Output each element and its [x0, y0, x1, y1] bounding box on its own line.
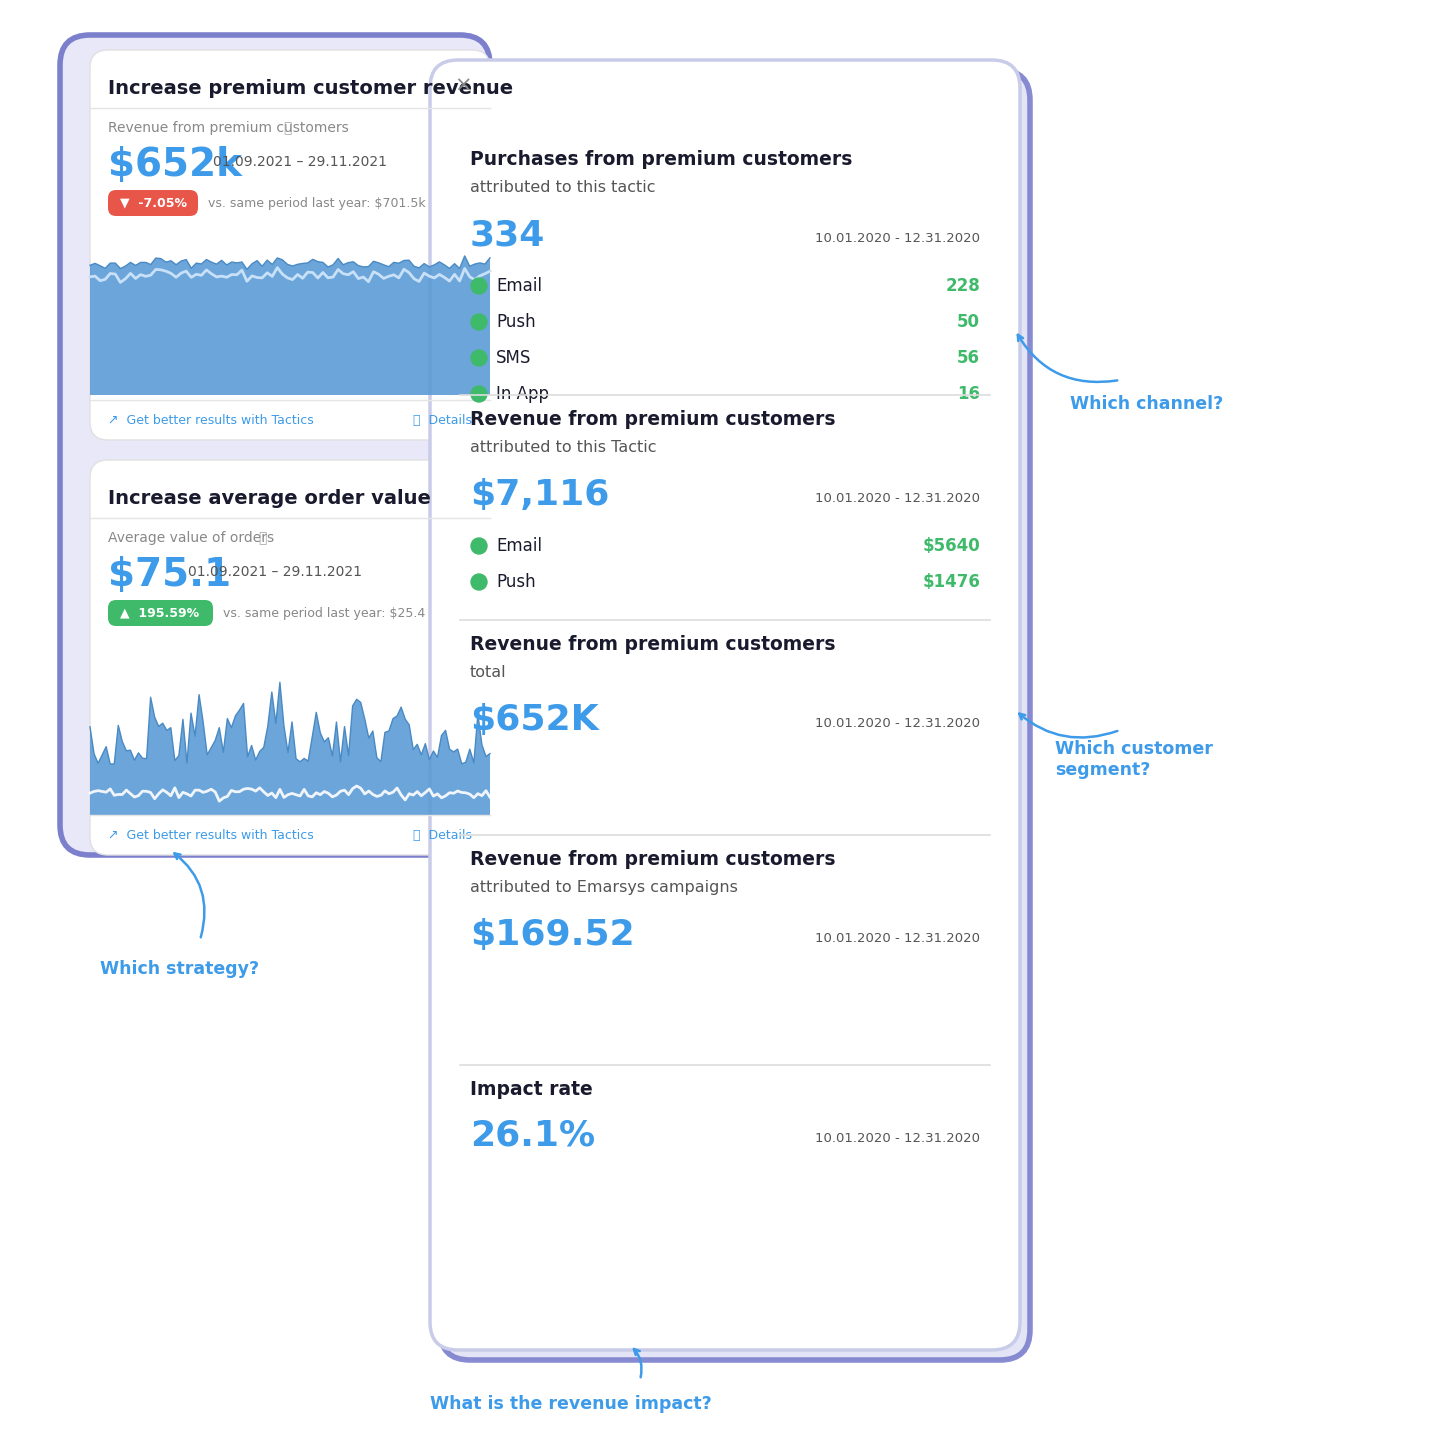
Circle shape	[471, 386, 487, 402]
Text: 16: 16	[958, 384, 981, 403]
FancyBboxPatch shape	[441, 71, 1030, 1359]
Circle shape	[471, 539, 487, 554]
Text: Revenue from premium customers: Revenue from premium customers	[469, 850, 835, 868]
Text: Which channel?: Which channel?	[1070, 395, 1223, 413]
Text: Which customer
segment?: Which customer segment?	[1056, 740, 1212, 779]
Text: $1476: $1476	[922, 573, 981, 590]
Text: Revenue from premium customers: Revenue from premium customers	[108, 121, 348, 135]
Text: What is the revenue impact?: What is the revenue impact?	[431, 1395, 711, 1413]
Circle shape	[471, 278, 487, 294]
Text: ⓘ: ⓘ	[258, 531, 266, 544]
Text: Push: Push	[495, 312, 536, 331]
Text: $652K: $652K	[469, 703, 599, 737]
Circle shape	[471, 575, 487, 590]
Text: 228: 228	[945, 276, 981, 295]
Text: 50: 50	[958, 312, 981, 331]
Text: 📊  Details: 📊 Details	[413, 828, 472, 841]
Text: Email: Email	[495, 537, 541, 554]
Text: Increase premium customer revenue: Increase premium customer revenue	[108, 79, 513, 98]
Text: 01.09.2021 – 29.11.2021: 01.09.2021 – 29.11.2021	[189, 564, 361, 579]
Text: ↗  Get better results with Tactics: ↗ Get better results with Tactics	[108, 828, 314, 841]
Text: 01.09.2021 – 29.11.2021: 01.09.2021 – 29.11.2021	[213, 156, 387, 168]
FancyBboxPatch shape	[89, 50, 490, 441]
Text: 56: 56	[958, 348, 981, 367]
Text: $652k: $652k	[108, 145, 242, 184]
Circle shape	[471, 350, 487, 366]
Text: ↗  Get better results with Tactics: ↗ Get better results with Tactics	[108, 413, 314, 426]
Text: Revenue from premium customers: Revenue from premium customers	[469, 635, 835, 654]
Text: Email: Email	[495, 276, 541, 295]
Text: vs. same period last year: $25.4: vs. same period last year: $25.4	[223, 606, 425, 619]
Text: 10.01.2020 - 12.31.2020: 10.01.2020 - 12.31.2020	[815, 232, 981, 245]
Text: $75.1: $75.1	[108, 556, 232, 595]
Text: Increase average order value: Increase average order value	[108, 488, 431, 507]
Polygon shape	[89, 256, 490, 395]
Text: Purchases from premium customers: Purchases from premium customers	[469, 150, 852, 168]
Text: ▲  195.59%: ▲ 195.59%	[121, 606, 200, 619]
Text: 10.01.2020 - 12.31.2020: 10.01.2020 - 12.31.2020	[815, 717, 981, 730]
Text: Impact rate: Impact rate	[469, 1080, 593, 1099]
Text: total: total	[469, 665, 507, 680]
FancyBboxPatch shape	[431, 60, 1020, 1351]
Text: attributed to this Tactic: attributed to this Tactic	[469, 441, 657, 455]
Text: $169.52: $169.52	[469, 919, 635, 952]
Text: 10.01.2020 - 12.31.2020: 10.01.2020 - 12.31.2020	[815, 492, 981, 505]
Text: $7,116: $7,116	[469, 478, 609, 513]
Text: 334: 334	[469, 217, 546, 252]
Text: Average value of orders: Average value of orders	[108, 531, 274, 544]
Text: SMS: SMS	[495, 348, 531, 367]
Circle shape	[471, 314, 487, 330]
Text: ⓘ: ⓘ	[284, 121, 291, 135]
Text: $5640: $5640	[922, 537, 981, 554]
Text: ▼  -7.05%: ▼ -7.05%	[120, 196, 187, 209]
Text: attributed to Emarsys campaigns: attributed to Emarsys campaigns	[469, 880, 737, 896]
Polygon shape	[89, 683, 490, 815]
Text: 10.01.2020 - 12.31.2020: 10.01.2020 - 12.31.2020	[815, 932, 981, 945]
Text: attributed to this tactic: attributed to this tactic	[469, 180, 655, 194]
Text: vs. same period last year: $701.5k: vs. same period last year: $701.5k	[207, 196, 426, 209]
FancyBboxPatch shape	[108, 600, 213, 626]
Text: Push: Push	[495, 573, 536, 590]
Text: 10.01.2020 - 12.31.2020: 10.01.2020 - 12.31.2020	[815, 1132, 981, 1145]
FancyBboxPatch shape	[108, 190, 199, 216]
FancyBboxPatch shape	[60, 35, 490, 855]
FancyBboxPatch shape	[89, 459, 490, 855]
Text: 26.1%: 26.1%	[469, 1117, 595, 1152]
Text: ×: ×	[455, 76, 472, 96]
Text: In App: In App	[495, 384, 549, 403]
Text: Which strategy?: Which strategy?	[99, 960, 259, 978]
Text: Revenue from premium customers: Revenue from premium customers	[469, 410, 835, 429]
Text: 📊  Details: 📊 Details	[413, 413, 472, 426]
